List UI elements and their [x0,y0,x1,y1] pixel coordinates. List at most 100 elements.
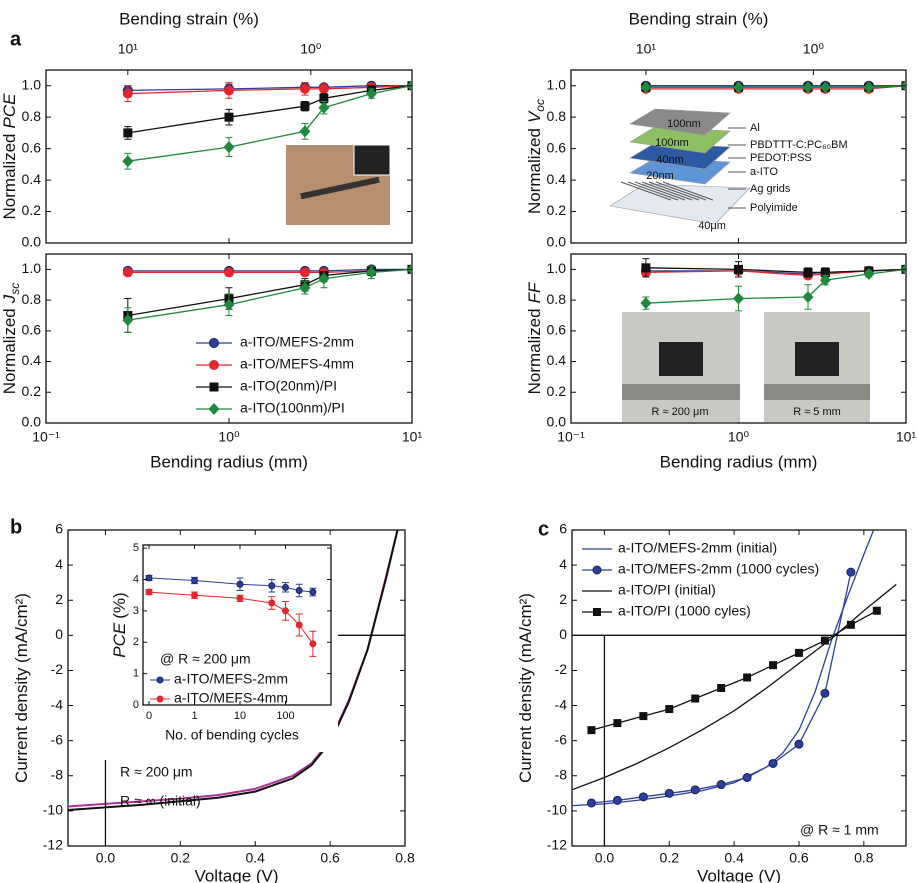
legend-label: a-ITO/MEFS-4mm [240,356,354,372]
legend-label: a-ITO/PI (1000 cyles) [618,603,751,619]
marker [769,759,777,767]
y-tick-label: 0.6 [22,139,42,155]
y-tick-label: 0.8 [22,291,42,307]
y-tick-label: 1.0 [22,76,42,92]
label-part: Normalized [525,308,544,394]
marker [210,383,219,392]
y-tick-label: 2 [55,591,63,607]
panel-label: a [10,28,22,50]
annotation: @ R ≈ 1 mm [800,822,879,838]
y-tick-label: -6 [51,731,64,747]
marker [310,641,316,647]
label-part: FF [525,281,544,303]
diagram-label: Polyimide [750,202,798,214]
marker [717,684,725,692]
marker [300,102,309,111]
x-tick-label: 10⁻¹ [557,429,585,445]
y-axis-label: PCE(%) [110,592,129,657]
diagram-label: PEDOT:PSS [750,152,812,164]
page: a 0.0 0.2 0.4 0.6 0.8 1.0 10¹ 10⁰ Bending strain … [0,0,917,883]
marker [587,726,595,734]
marker [224,141,235,153]
y-tick-label: 2 [133,636,139,648]
marker [296,622,302,628]
marker [717,781,725,789]
y-tick-label: 4 [55,556,63,572]
marker [821,689,829,697]
layer-label: 20nm [646,170,674,182]
marker [795,740,803,748]
y-tick-label: 0.4 [547,352,567,368]
marker [157,696,163,702]
figure: a 0.0 0.2 0.4 0.6 0.8 1.0 10¹ 10⁰ Bending strain … [0,0,917,883]
marker [733,293,744,305]
marker [640,297,651,309]
y-tick-label: -10 [547,802,567,818]
annotation: @ R ≈ 200 μm [160,651,251,667]
x-tick-label: 0.2 [171,850,191,866]
marker [821,637,829,645]
marker [641,263,650,272]
x2-axis-label: Bending strain (%) [629,9,769,28]
x-tick-label: 1 [191,710,197,722]
marker [847,621,855,629]
marker [743,774,751,782]
marker [225,268,234,277]
marker [769,661,777,669]
x-axis-label: Voltage (V) [194,866,278,883]
legend-label: a-ITO/MEFS-4mm [174,690,288,706]
legend-label: a-ITO/MEFS-2mm [174,671,288,687]
label-part: Normalized [0,133,19,219]
marker [300,84,309,93]
marker [587,799,595,807]
marker [209,403,220,415]
marker [210,339,219,348]
y-tick-label: -12 [43,837,63,853]
y-axis-label: Normalized FF [525,281,544,394]
y-tick-label: 0.6 [22,322,42,338]
x2-tick-label: 10¹ [118,41,139,57]
y-tick-label: -2 [555,661,568,677]
marker [319,84,328,93]
marker [122,155,133,167]
y-tick-label: 0.8 [547,291,567,307]
x-axis-label: Bending radius (mm) [150,452,308,471]
layer-label: 100nm [667,118,701,130]
series-line [128,269,412,315]
layer-label: 40μm [698,220,726,232]
y-tick-label: 1.0 [22,260,42,276]
y-tick-label: 3 [133,605,139,617]
marker [283,584,289,590]
x-tick-label: 0.6 [320,850,340,866]
y-axis-label: NormalizedJsc [0,283,22,394]
x-tick-label: 10⁻¹ [32,429,60,445]
marker [847,568,855,576]
y-tick-label: 0.0 [547,234,567,250]
x2-axis-label: Bending strain (%) [119,9,259,28]
series-label: R ≈ 200 μm [120,764,193,780]
photo-zoom [354,145,390,175]
marker [593,566,601,574]
y-tick-label: 0.4 [22,171,42,187]
marker [123,128,132,137]
marker [146,575,152,581]
panel-label: c [538,518,549,540]
label-part: oc [533,99,547,112]
device-layer [610,184,750,224]
x-tick-label: 0.0 [96,850,116,866]
diagram-label: a-ITO [750,166,778,178]
y-tick-label: 0.8 [22,108,42,124]
label-part: Normalized [0,308,19,394]
series-line [128,269,412,320]
x2-tick-label: 10⁰ [803,41,825,57]
panel-label: b [10,516,22,538]
marker [804,268,813,277]
y-tick-label: 0 [55,626,63,642]
marker [269,583,275,589]
layer-label: 100nm [655,137,689,149]
marker [123,268,132,277]
y-tick-label: 0.8 [547,108,567,124]
x-tick-label: 0.4 [245,850,265,866]
y-tick-label: -12 [547,837,567,853]
photo-base [764,384,870,400]
